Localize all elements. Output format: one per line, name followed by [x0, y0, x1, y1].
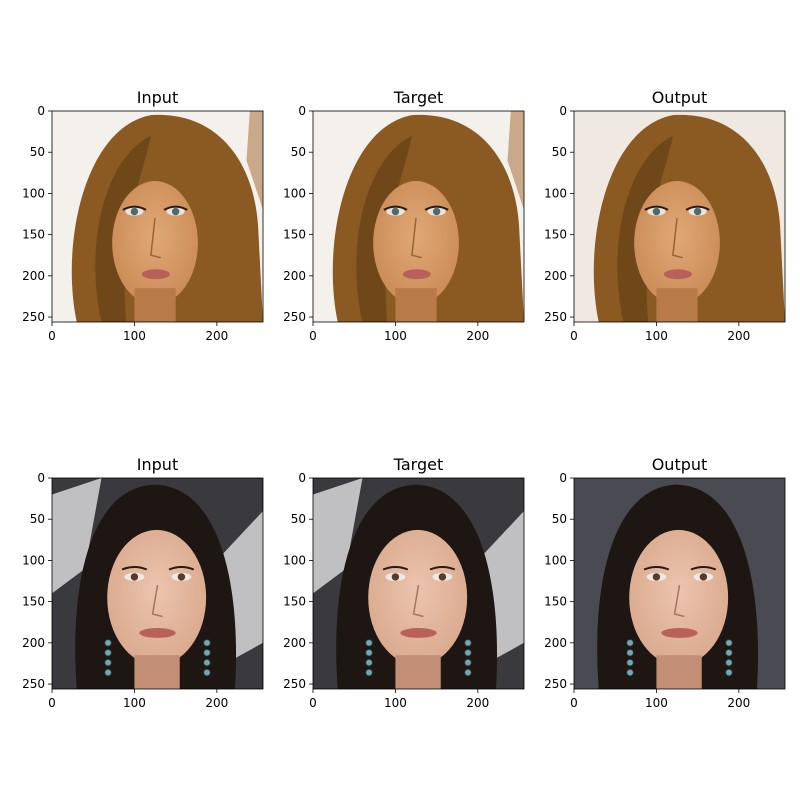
face-shape — [112, 181, 198, 305]
y-tick-label: 0 — [37, 104, 45, 118]
y-tick-label: 200 — [544, 269, 567, 283]
lips-shape — [139, 628, 176, 638]
panel-0-0: Input 0 100 200 0 50 100 150 200 250 — [22, 88, 264, 343]
panel-image — [52, 111, 263, 322]
y-tick-label: 250 — [283, 310, 306, 324]
y-tick-label: 150 — [544, 595, 567, 609]
lips-shape — [141, 269, 170, 280]
y-tick-label: 100 — [544, 186, 567, 200]
y-tick-label: 200 — [544, 636, 567, 650]
y-tick-label: 0 — [298, 104, 306, 118]
y-tick-label: 0 — [37, 471, 45, 485]
y-tick-label: 150 — [544, 228, 567, 242]
x-tick-label: 0 — [48, 329, 56, 343]
y-tick-label: 50 — [552, 145, 567, 159]
y-tick-label: 50 — [30, 512, 45, 526]
x-tick-label: 0 — [309, 696, 317, 710]
x-tick-label: 0 — [309, 329, 317, 343]
y-tick-label: 50 — [552, 512, 567, 526]
lips-shape — [663, 269, 692, 280]
y-tick-label: 250 — [544, 677, 567, 691]
panel-image — [313, 111, 524, 322]
x-tick-label: 100 — [645, 696, 668, 710]
lips-shape — [400, 628, 437, 638]
face-shape — [107, 529, 207, 666]
y-tick-label: 100 — [544, 553, 567, 567]
x-tick-label: 200 — [205, 329, 228, 343]
y-tick-label: 100 — [22, 186, 45, 200]
y-tick-label: 250 — [544, 310, 567, 324]
x-tick-label: 200 — [466, 696, 489, 710]
y-tick-label: 200 — [283, 269, 306, 283]
panel-layer: Input 0 100 200 0 50 100 150 200 250 Target 0 100 200… — [22, 88, 786, 710]
panel-frame — [573, 477, 786, 690]
panel-image — [574, 478, 785, 689]
face-shape — [634, 181, 720, 305]
panel-0-1: Target 0 100 200 0 50 100 150 200 250 — [283, 88, 525, 343]
panel-0-2: Output 0 100 200 0 50 100 150 200 250 — [544, 88, 786, 343]
panel-frame — [312, 110, 525, 323]
panel-frame — [51, 110, 264, 323]
face-shape — [629, 529, 729, 666]
x-tick-label: 200 — [727, 329, 750, 343]
y-tick-label: 200 — [22, 269, 45, 283]
x-tick-label: 100 — [384, 329, 407, 343]
x-tick-label: 200 — [466, 329, 489, 343]
x-tick-label: 0 — [48, 696, 56, 710]
x-tick-label: 0 — [570, 329, 578, 343]
y-tick-label: 250 — [22, 310, 45, 324]
panel-title: Target — [393, 88, 444, 107]
y-tick-label: 150 — [283, 228, 306, 242]
y-tick-label: 200 — [22, 636, 45, 650]
y-tick-label: 0 — [559, 471, 567, 485]
panel-1-0: Input 0 100 200 0 50 100 150 200 250 — [22, 455, 264, 710]
panel-title: Input — [137, 88, 178, 107]
x-tick-label: 0 — [570, 696, 578, 710]
lips-shape — [661, 628, 698, 638]
face-shape — [368, 529, 468, 666]
y-tick-label: 50 — [30, 145, 45, 159]
face-shape — [373, 181, 459, 305]
y-tick-label: 200 — [283, 636, 306, 650]
panel-title: Output — [652, 88, 708, 107]
lips-shape — [402, 269, 431, 280]
panel-image — [574, 111, 785, 322]
panel-1-2: Output 0 100 200 0 50 100 150 200 250 — [544, 455, 786, 710]
panel-image — [52, 478, 263, 689]
y-tick-label: 100 — [283, 553, 306, 567]
panel-1-1: Target 0 100 200 0 50 100 150 200 250 — [283, 455, 525, 710]
x-tick-label: 100 — [645, 329, 668, 343]
y-tick-label: 250 — [22, 677, 45, 691]
x-tick-label: 100 — [123, 696, 146, 710]
y-tick-label: 0 — [559, 104, 567, 118]
x-tick-label: 200 — [205, 696, 228, 710]
y-tick-label: 100 — [22, 553, 45, 567]
panel-frame — [51, 477, 264, 690]
panel-title: Target — [393, 455, 444, 474]
y-tick-label: 150 — [283, 595, 306, 609]
y-tick-label: 150 — [22, 228, 45, 242]
x-tick-label: 200 — [727, 696, 750, 710]
panel-image — [313, 478, 524, 689]
y-tick-label: 50 — [291, 512, 306, 526]
panel-title: Input — [137, 455, 178, 474]
y-tick-label: 0 — [298, 471, 306, 485]
y-tick-label: 100 — [283, 186, 306, 200]
y-tick-label: 50 — [291, 145, 306, 159]
panel-frame — [573, 110, 786, 323]
panel-title: Output — [652, 455, 708, 474]
panel-frame — [312, 477, 525, 690]
x-tick-label: 100 — [384, 696, 407, 710]
x-tick-label: 100 — [123, 329, 146, 343]
y-tick-label: 250 — [283, 677, 306, 691]
y-tick-label: 150 — [22, 595, 45, 609]
